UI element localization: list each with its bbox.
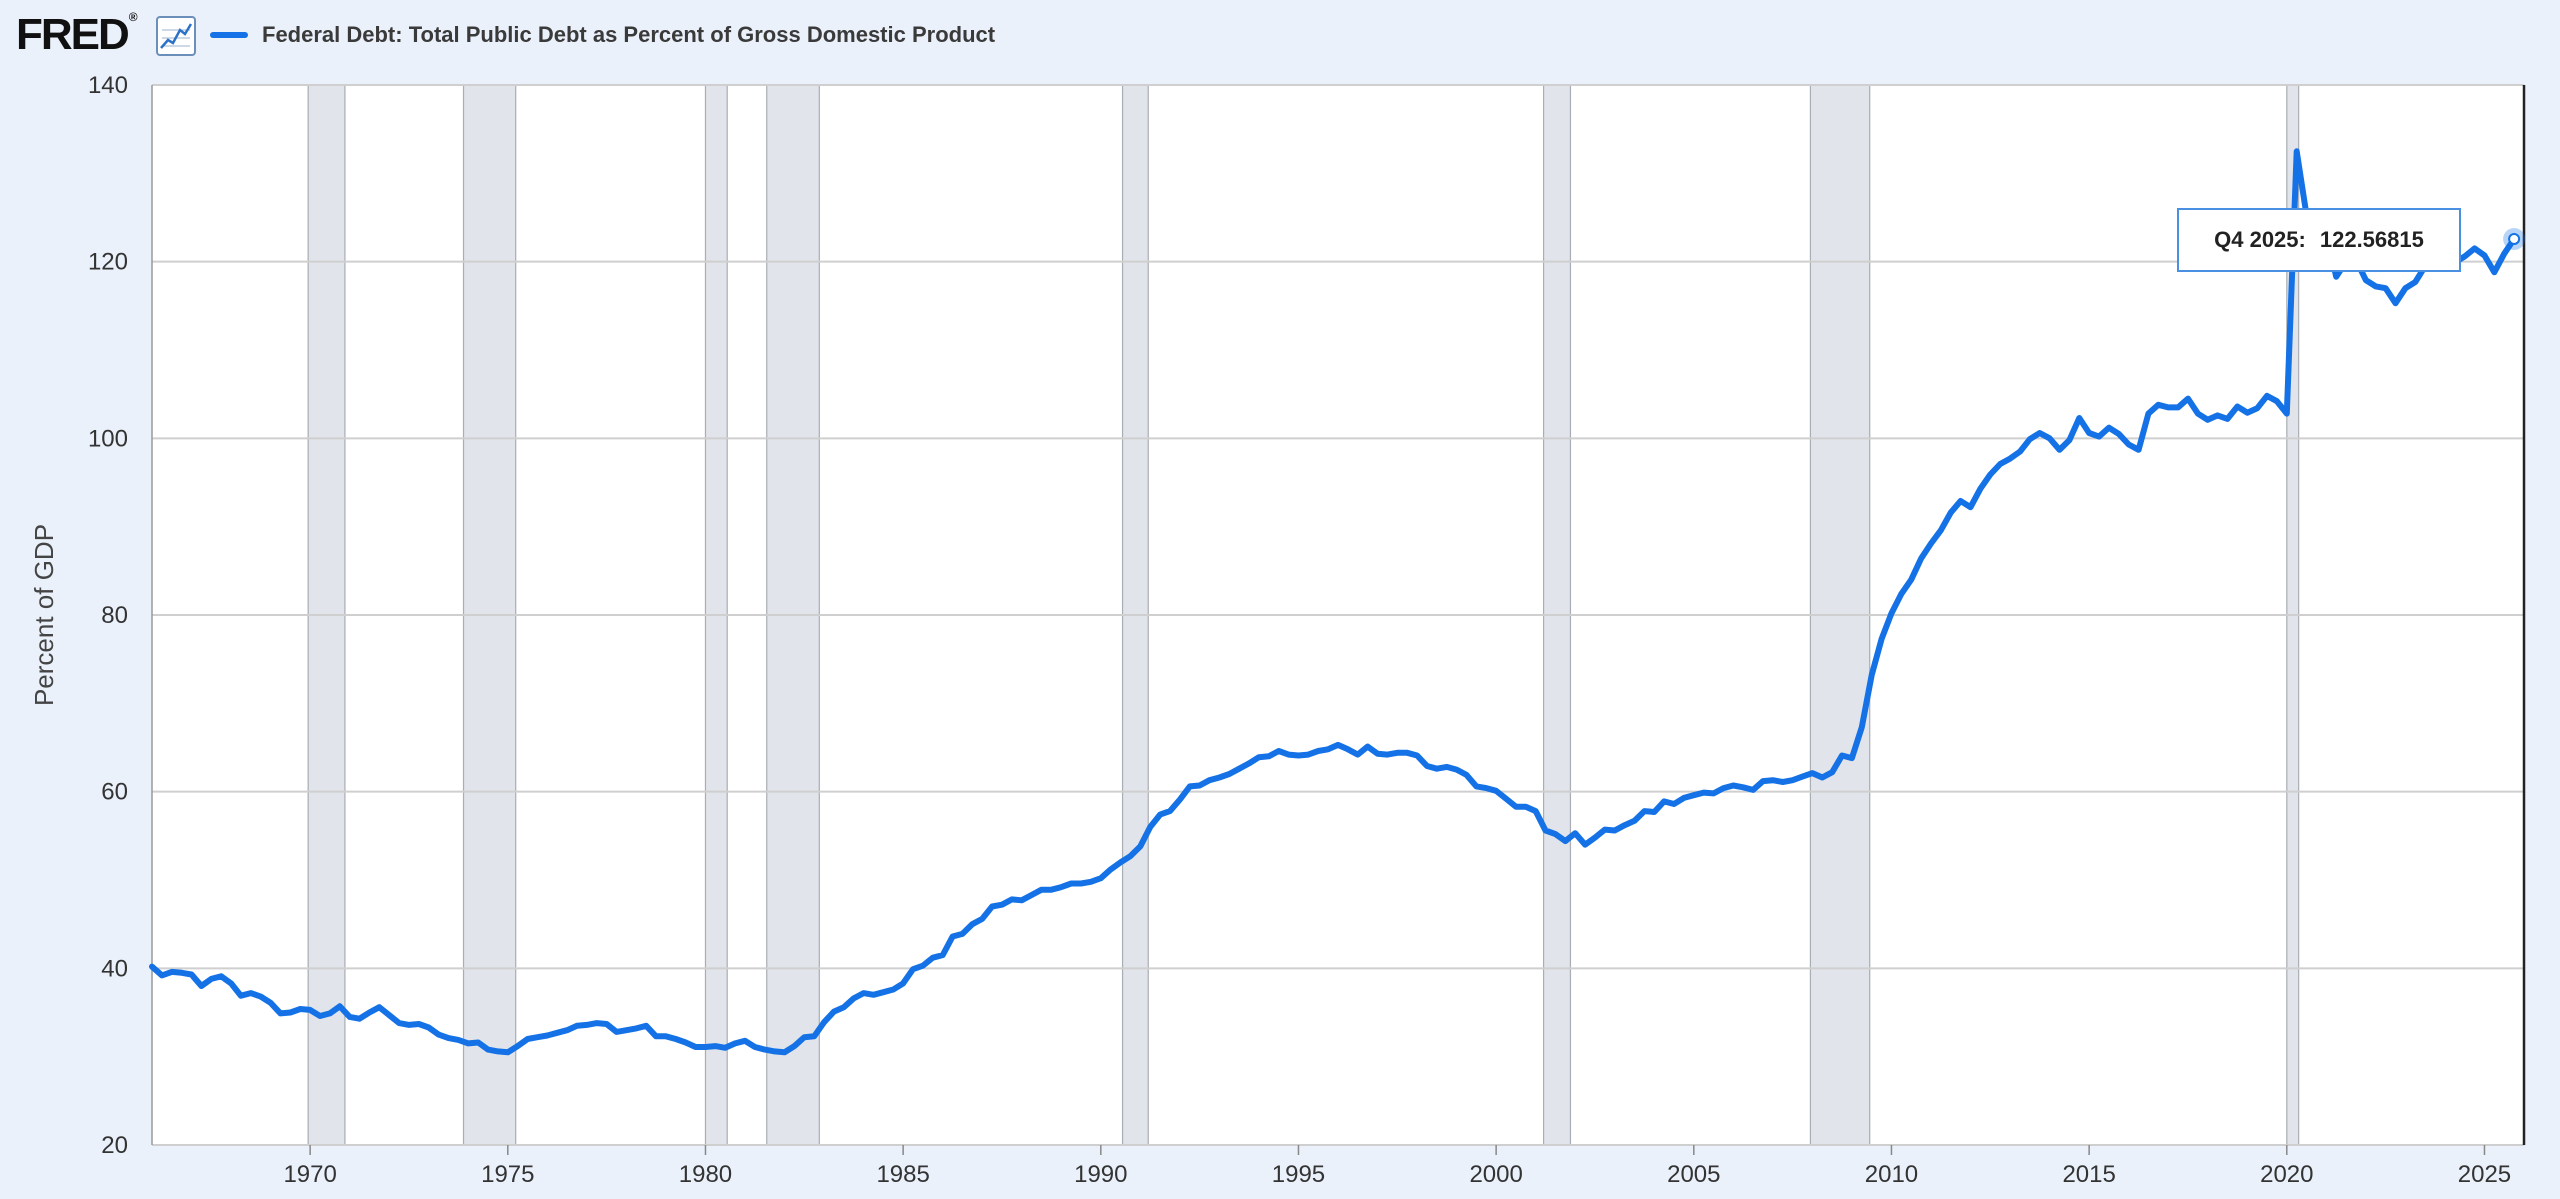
legend-swatch (210, 32, 248, 38)
legend-label[interactable]: Federal Debt: Total Public Debt as Perce… (262, 22, 996, 47)
chart-legend: Federal Debt: Total Public Debt as Perce… (210, 22, 995, 48)
x-tick-label: 1990 (1074, 1161, 1127, 1188)
fred-logo[interactable]: FRED® (16, 10, 138, 60)
y-tick-label: 80 (101, 602, 128, 629)
x-tick-label: 2005 (1667, 1161, 1720, 1188)
y-axis-label: Percent of GDP (29, 524, 59, 706)
x-tick-label: 1970 (283, 1161, 336, 1188)
line-graph-icon[interactable] (156, 16, 196, 56)
y-tick-label: 140 (88, 72, 128, 99)
fred-logo-text: FRED (16, 10, 130, 59)
y-tick-label: 120 (88, 249, 128, 276)
x-tick-label: 2010 (1865, 1161, 1918, 1188)
tooltip-value: 122.56815 (2319, 227, 2424, 252)
y-tick-label: 40 (101, 955, 128, 982)
y-tick-label: 60 (101, 779, 128, 806)
x-tick-label: 2020 (2260, 1161, 2313, 1188)
x-tick-label: 1995 (1272, 1161, 1325, 1188)
hover-point[interactable] (2508, 232, 2521, 245)
x-tick-label: 2015 (2062, 1161, 2115, 1188)
x-tick-label: 2025 (2458, 1161, 2511, 1188)
value-tooltip: Q4 2025: 122.56815 (2177, 208, 2461, 272)
registered-mark: ® (128, 10, 138, 24)
tooltip-period: Q4 2025: (2214, 227, 2306, 252)
x-tick-label: 2000 (1469, 1161, 1522, 1188)
x-tick-label: 1985 (876, 1161, 929, 1188)
y-tick-label: 20 (101, 1132, 128, 1159)
y-tick-label: 100 (88, 425, 128, 452)
chart-header: FRED® Federal Debt: Total Public Debt as… (0, 0, 2560, 70)
x-tick-label: 1980 (679, 1161, 732, 1188)
series-line[interactable] (149, 148, 2518, 1056)
x-tick-label: 1975 (481, 1161, 534, 1188)
